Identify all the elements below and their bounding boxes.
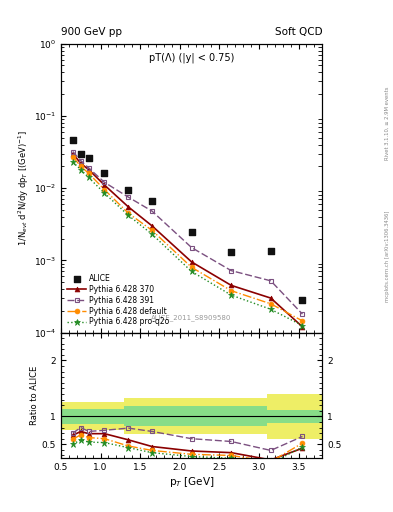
Text: mcplots.cern.ch [arXiv:1306.3436]: mcplots.cern.ch [arXiv:1306.3436]	[385, 210, 389, 302]
Pythia 6.428 pro-q2o	[229, 292, 233, 298]
Pythia 6.428 default	[126, 210, 130, 216]
Pythia 6.428 391	[300, 311, 305, 317]
ALICE	[77, 150, 84, 158]
Pythia 6.428 370	[102, 182, 107, 188]
Pythia 6.428 default	[229, 288, 233, 294]
Pythia 6.428 370	[189, 259, 194, 265]
Text: Soft QCD: Soft QCD	[275, 27, 322, 37]
Line: Pythia 6.428 pro-q2o: Pythia 6.428 pro-q2o	[70, 159, 306, 329]
Pythia 6.428 370	[229, 282, 233, 288]
Pythia 6.428 370	[300, 324, 305, 330]
ALICE	[189, 227, 195, 236]
Pythia 6.428 391	[229, 268, 233, 274]
Y-axis label: 1/N$_{evt}$ d$^2$N/dy dp$_T$ [(GeV)$^{-1}$]: 1/N$_{evt}$ d$^2$N/dy dp$_T$ [(GeV)$^{-1…	[17, 130, 31, 246]
Pythia 6.428 default	[189, 264, 194, 270]
ALICE	[228, 248, 234, 256]
Pythia 6.428 370	[78, 160, 83, 166]
Pythia 6.428 pro-q2o	[78, 166, 83, 173]
Pythia 6.428 370	[268, 295, 273, 301]
Pythia 6.428 391	[70, 148, 75, 155]
Line: Pythia 6.428 370: Pythia 6.428 370	[70, 151, 305, 329]
Pythia 6.428 370	[86, 166, 91, 173]
Text: 900 GeV pp: 900 GeV pp	[61, 27, 122, 37]
Pythia 6.428 pro-q2o	[300, 323, 305, 329]
Pythia 6.428 391	[268, 278, 273, 284]
Pythia 6.428 391	[189, 245, 194, 251]
Pythia 6.428 391	[102, 179, 107, 185]
Y-axis label: Ratio to ALICE: Ratio to ALICE	[30, 366, 39, 425]
Pythia 6.428 pro-q2o	[126, 212, 130, 218]
Pythia 6.428 391	[150, 208, 154, 214]
Line: Pythia 6.428 391: Pythia 6.428 391	[70, 149, 305, 316]
Pythia 6.428 pro-q2o	[70, 159, 75, 165]
Pythia 6.428 391	[126, 194, 130, 200]
ALICE	[70, 136, 76, 144]
Pythia 6.428 default	[70, 154, 75, 160]
Pythia 6.428 370	[126, 204, 130, 210]
Pythia 6.428 391	[86, 165, 91, 171]
Pythia 6.428 default	[300, 318, 305, 324]
Pythia 6.428 default	[268, 301, 273, 307]
Text: Rivet 3.1.10, ≥ 2.9M events: Rivet 3.1.10, ≥ 2.9M events	[385, 86, 389, 160]
X-axis label: p$_T$ [GeV]: p$_T$ [GeV]	[169, 475, 214, 489]
Pythia 6.428 pro-q2o	[189, 268, 194, 274]
Pythia 6.428 default	[86, 170, 91, 176]
Pythia 6.428 pro-q2o	[268, 306, 273, 312]
ALICE	[101, 169, 108, 177]
Text: pT(Λ) (|y| < 0.75): pT(Λ) (|y| < 0.75)	[149, 52, 234, 62]
Pythia 6.428 391	[78, 158, 83, 164]
Pythia 6.428 pro-q2o	[102, 190, 107, 196]
Line: Pythia 6.428 default: Pythia 6.428 default	[70, 155, 305, 324]
ALICE	[268, 247, 274, 255]
Pythia 6.428 pro-q2o	[86, 175, 91, 181]
Text: ALICE_2011_S8909580: ALICE_2011_S8909580	[151, 314, 232, 321]
ALICE	[149, 197, 155, 205]
Pythia 6.428 default	[102, 186, 107, 193]
ALICE	[86, 154, 92, 162]
ALICE	[299, 296, 306, 304]
Pythia 6.428 pro-q2o	[150, 231, 154, 237]
Pythia 6.428 370	[150, 223, 154, 229]
Legend: ALICE, Pythia 6.428 370, Pythia 6.428 391, Pythia 6.428 default, Pythia 6.428 pr: ALICE, Pythia 6.428 370, Pythia 6.428 39…	[65, 271, 172, 329]
Pythia 6.428 370	[70, 151, 75, 157]
ALICE	[125, 185, 131, 194]
Pythia 6.428 default	[78, 163, 83, 169]
Pythia 6.428 default	[150, 227, 154, 233]
